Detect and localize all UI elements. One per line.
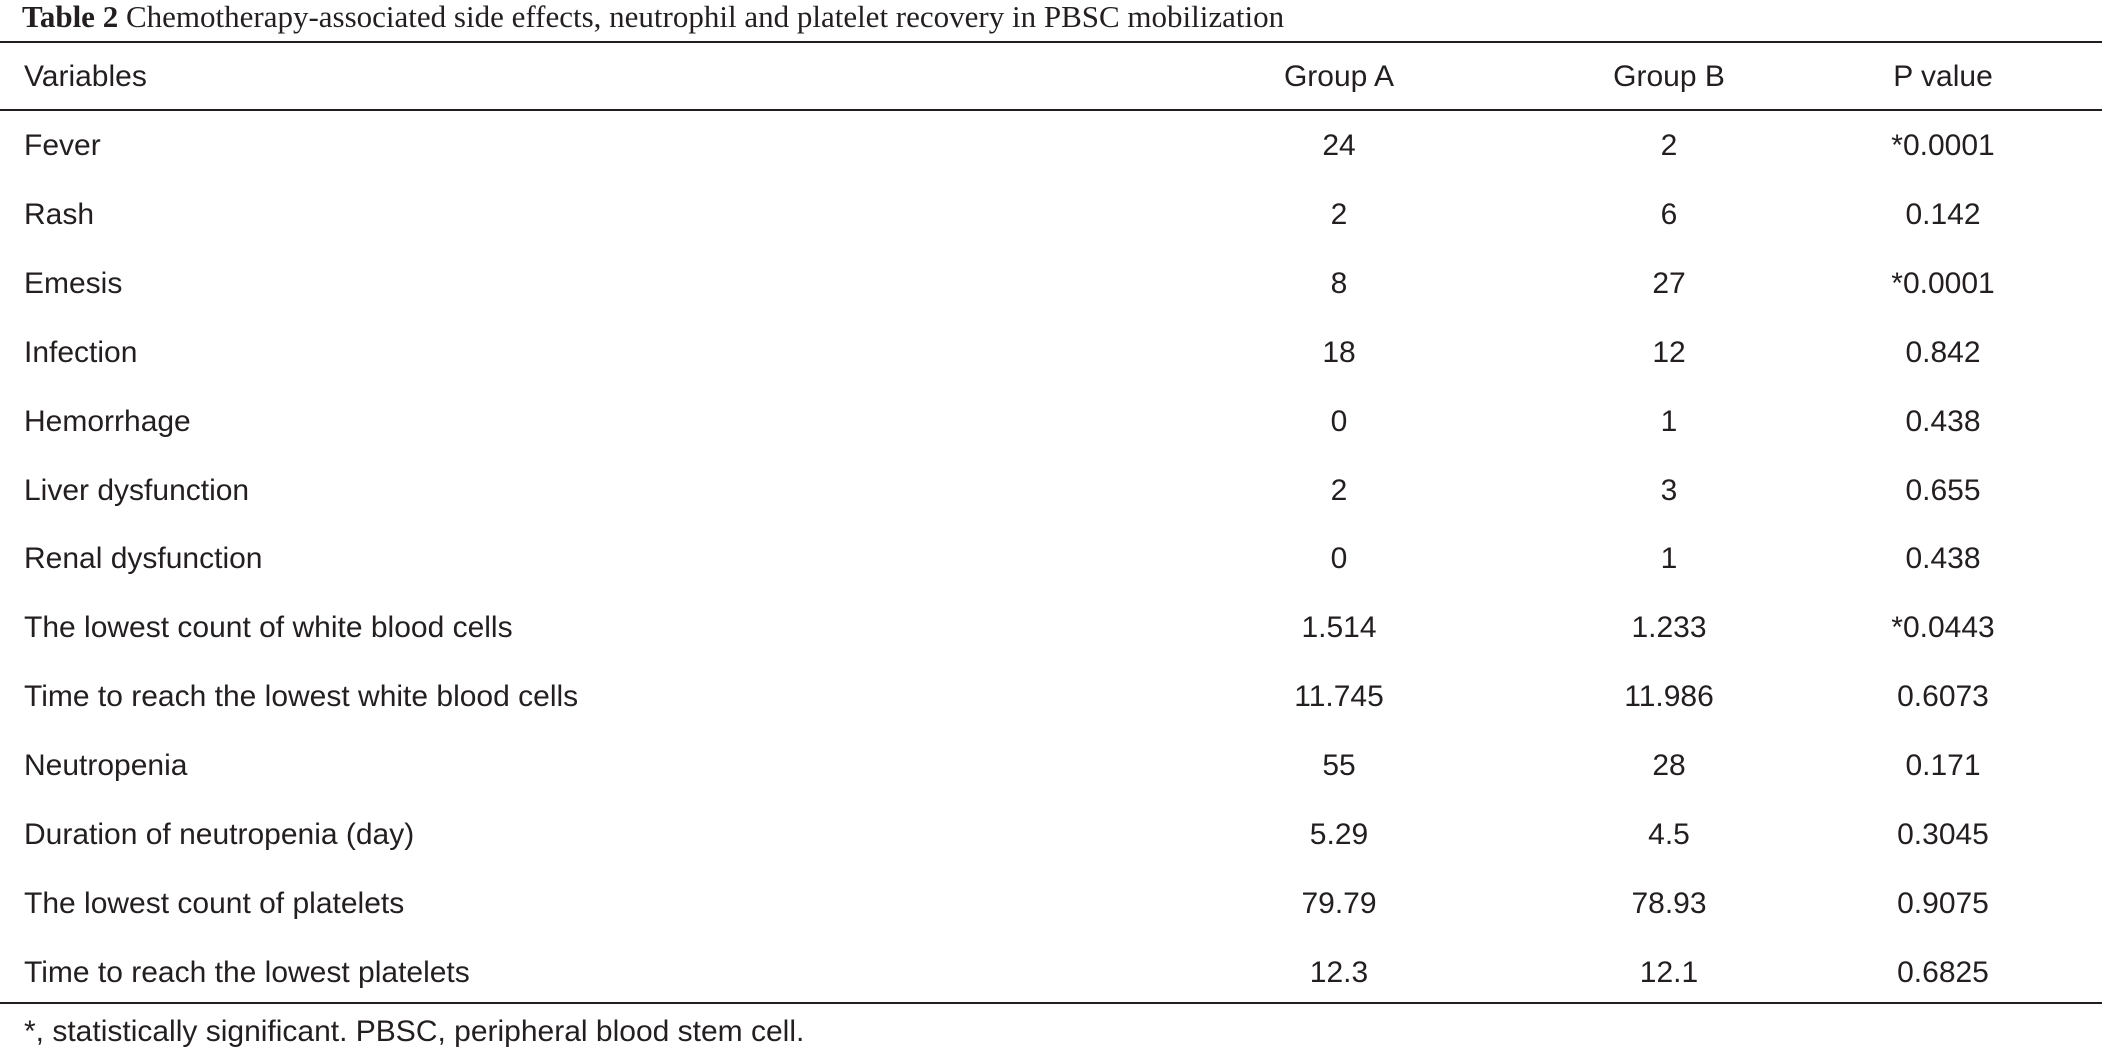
- header-group-b: Group B: [1613, 59, 1725, 93]
- cell-p-value: 0.6825: [1897, 955, 1989, 989]
- table-footnote: *, statistically significant. PBSC, peri…: [24, 1015, 805, 1048]
- cell-group-a: 2: [1330, 198, 1348, 232]
- cell-p-value: 0.171: [1905, 749, 1981, 783]
- cell-group-a: 8: [1330, 267, 1348, 301]
- cell-group-b: 4.5: [1648, 817, 1690, 851]
- cell-group-a: 12.3: [1309, 955, 1369, 989]
- table-bottom-rule: [0, 1002, 2102, 1004]
- cell-group-b: 78.93: [1631, 886, 1707, 920]
- table-caption-label: Table 2: [22, 0, 119, 34]
- table-row: The lowest count of platelets 79.79 78.9…: [0, 869, 2102, 938]
- table-caption-text: Chemotherapy-associated side effects, ne…: [125, 0, 1285, 34]
- cell-p-value: 0.3045: [1897, 817, 1989, 851]
- cell-variable: Renal dysfunction: [24, 542, 263, 576]
- table-row: Fever 24 2 *0.0001: [0, 112, 2102, 181]
- cell-p-value: 0.438: [1905, 542, 1981, 576]
- cell-variable: Emesis: [24, 267, 123, 301]
- cell-variable: Neutropenia: [24, 749, 188, 783]
- cell-group-b: 28: [1652, 749, 1686, 783]
- cell-variable: Time to reach the lowest platelets: [24, 955, 470, 989]
- table-row: Rash 2 6 0.142: [0, 181, 2102, 250]
- cell-p-value: *0.0001: [1891, 129, 1995, 163]
- cell-group-b: 12: [1652, 335, 1686, 369]
- table-row: Time to reach the lowest platelets 12.3 …: [0, 938, 2102, 1007]
- cell-variable: Duration of neutropenia (day): [24, 817, 415, 851]
- cell-group-b: 6: [1660, 198, 1678, 232]
- table-header-rule: [0, 109, 2102, 111]
- header-variables: Variables: [24, 59, 147, 93]
- side-effects-table: Variables Group A Group B P value Fever …: [0, 43, 2102, 1007]
- cell-p-value: 0.655: [1905, 473, 1981, 507]
- cell-p-value: 0.9075: [1897, 886, 1989, 920]
- cell-variable: Hemorrhage: [24, 404, 191, 438]
- cell-variable: The lowest count of white blood cells: [24, 611, 513, 645]
- cell-p-value: 0.438: [1905, 404, 1981, 438]
- cell-group-a: 2: [1330, 473, 1348, 507]
- cell-group-a: 18: [1322, 335, 1356, 369]
- cell-group-a: 79.79: [1301, 886, 1377, 920]
- cell-p-value: 0.6073: [1897, 680, 1989, 714]
- cell-group-b: 11.986: [1624, 680, 1714, 714]
- table-top-rule: [0, 41, 2102, 43]
- cell-group-b: 1.233: [1631, 611, 1707, 645]
- cell-group-a: 5.29: [1309, 817, 1369, 851]
- table-row: Duration of neutropenia (day) 5.29 4.5 0…: [0, 800, 2102, 869]
- cell-variable: The lowest count of platelets: [24, 886, 405, 920]
- cell-variable: Liver dysfunction: [24, 473, 250, 507]
- table-caption: Table 2 Chemotherapy-associated side eff…: [22, 0, 1284, 40]
- cell-p-value: *0.0443: [1891, 611, 1995, 645]
- table-row: Liver dysfunction 2 3 0.655: [0, 456, 2102, 525]
- cell-group-a: 24: [1322, 129, 1356, 163]
- header-p-value: P value: [1893, 59, 1993, 93]
- cell-variable: Rash: [24, 198, 95, 232]
- table-row: Time to reach the lowest white blood cel…: [0, 663, 2102, 732]
- cell-group-a: 55: [1322, 749, 1356, 783]
- table-row: Renal dysfunction 0 1 0.438: [0, 525, 2102, 594]
- cell-group-a: 0: [1330, 404, 1348, 438]
- cell-group-b: 1: [1660, 542, 1678, 576]
- cell-group-b: 12.1: [1639, 955, 1699, 989]
- table-row: Neutropenia 55 28 0.171: [0, 732, 2102, 801]
- cell-p-value: 0.142: [1905, 198, 1981, 232]
- table-row: Infection 18 12 0.842: [0, 319, 2102, 388]
- table-row: Hemorrhage 0 1 0.438: [0, 387, 2102, 456]
- cell-group-b: 3: [1660, 473, 1678, 507]
- cell-group-a: 1.514: [1301, 611, 1377, 645]
- header-group-a: Group A: [1283, 59, 1395, 93]
- cell-variable: Time to reach the lowest white blood cel…: [24, 680, 579, 714]
- table-row: The lowest count of white blood cells 1.…: [0, 594, 2102, 663]
- table-header-row: Variables Group A Group B P value: [0, 43, 2102, 110]
- cell-group-b: 2: [1660, 129, 1678, 163]
- cell-group-a: 0: [1330, 542, 1348, 576]
- cell-p-value: *0.0001: [1891, 267, 1995, 301]
- cell-group-b: 1: [1660, 404, 1678, 438]
- cell-p-value: 0.842: [1905, 335, 1981, 369]
- table-row: Emesis 8 27 *0.0001: [0, 250, 2102, 319]
- cell-group-a: 11.745: [1294, 680, 1384, 714]
- cell-group-b: 27: [1652, 267, 1686, 301]
- cell-variable: Fever: [24, 129, 101, 163]
- cell-variable: Infection: [24, 335, 138, 369]
